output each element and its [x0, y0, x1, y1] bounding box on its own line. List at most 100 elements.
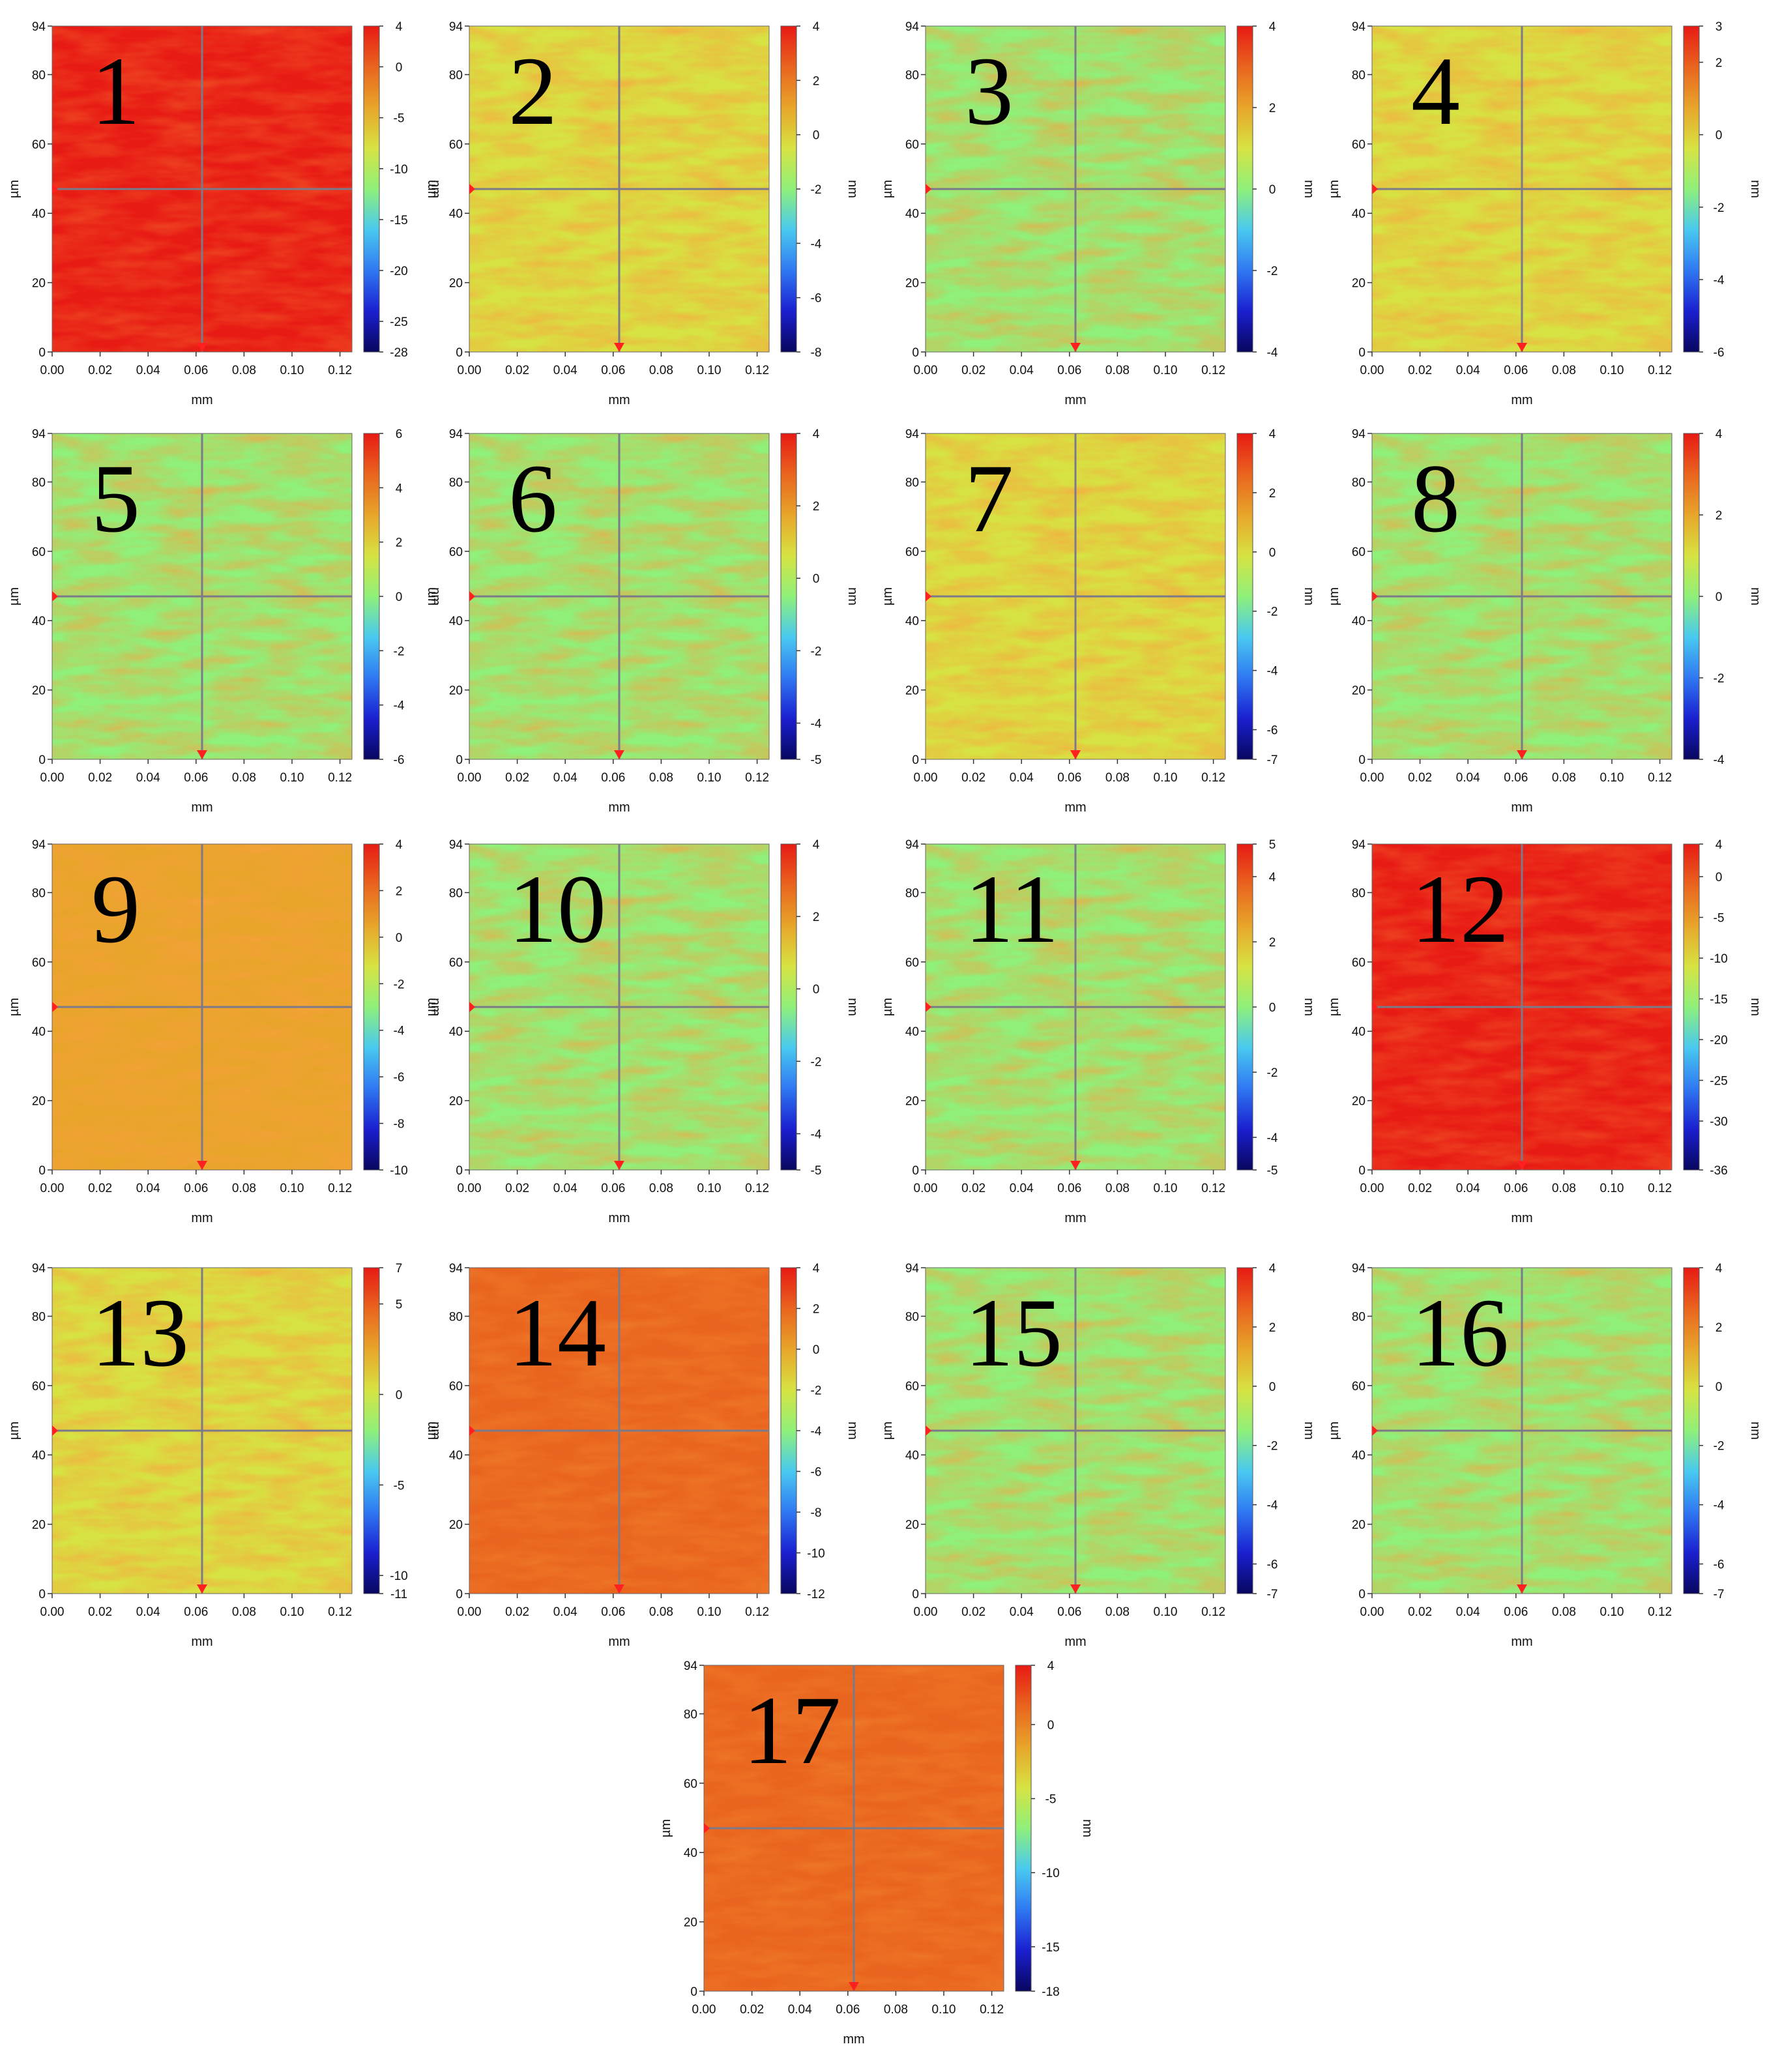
x-tick-label: 0.10 [280, 1182, 304, 1195]
crosshair-x-marker [197, 343, 207, 352]
colorbar-tick-label: -4 [811, 237, 822, 251]
x-tick-label: 0.02 [1408, 1182, 1432, 1195]
colorbar-tick-label: -6 [1714, 1558, 1725, 1572]
y-tick-label: 40 [449, 1025, 463, 1039]
y-tick-label: 60 [32, 546, 46, 559]
colorbar-tick-label: 4 [396, 20, 403, 34]
y-tick-label: 0 [38, 346, 46, 360]
x-tick-label: 0.02 [961, 364, 986, 377]
x-tick-label: 0.04 [1010, 771, 1034, 785]
colorbar-tick-label: -7 [1267, 1588, 1278, 1601]
colorbar [1683, 1267, 1700, 1594]
x-tick-label: 0.00 [40, 771, 65, 785]
colorbar-tick-label: -12 [807, 1588, 825, 1601]
crosshair-x-marker [1070, 343, 1081, 352]
colorbar-tick-label: 4 [813, 428, 820, 441]
x-tick-label: 0.06 [184, 1182, 208, 1195]
y-tick-label: 60 [1352, 138, 1366, 152]
heatmap-panel-8: 80.00 0.02 0.04 0.06 0.08 0.10 0.12mm020406080… [1327, 428, 1762, 815]
colorbar-tick-label: 2 [1269, 936, 1276, 950]
colorbar-tick-label: -4 [1714, 1499, 1725, 1513]
y-tick-label: 40 [905, 615, 919, 628]
x-tick-label: 0.00 [458, 1182, 482, 1195]
colorbar-tick-label: 2 [1716, 509, 1723, 523]
colorbar-tick-label: -10 [1710, 952, 1727, 966]
y-tick-label: 94 [1352, 428, 1366, 441]
x-tick-label: 0.04 [553, 1605, 577, 1619]
crosshair-x-marker [1070, 1584, 1081, 1594]
y-axis-label: µm [659, 1819, 673, 1837]
x-tick-label: 0.12 [1648, 771, 1672, 785]
y-axis-label: µm [881, 180, 895, 198]
x-tick-label: 0.02 [1408, 1605, 1432, 1619]
y-tick-label: 40 [449, 1449, 463, 1463]
x-tick-label: 0.06 [1504, 1182, 1528, 1195]
y-tick-label: 0 [912, 1588, 919, 1601]
crosshair-y-marker [469, 1002, 475, 1012]
x-tick-label: 0.12 [745, 1182, 769, 1195]
heatmap-panel-5: 50.00 0.02 0.04 0.06 0.08 0.10 0.12mm020406080… [7, 428, 443, 815]
y-tick-label: 0 [456, 346, 463, 360]
colorbar [780, 25, 797, 353]
colorbar-tick-label: 2 [1269, 487, 1276, 501]
crosshair-y-marker [52, 184, 58, 194]
crosshair-x-marker [197, 750, 207, 759]
y-tick-label: 94 [1352, 1262, 1366, 1276]
colorbar-tick-label: -8 [811, 1506, 822, 1520]
x-tick-label: 0.12 [745, 771, 769, 785]
x-tick-label: 0.06 [1057, 364, 1081, 377]
y-axis-label: µm [1327, 587, 1341, 606]
colorbar-unit-label: nm [1748, 998, 1762, 1016]
colorbar [363, 1267, 380, 1594]
crosshair-x-marker [614, 343, 624, 352]
colorbar-tick-label: -4 [811, 1128, 822, 1141]
heatmap-panel-14: 140.00 0.02 0.04 0.06 0.08 0.10 0.12mm02040608… [424, 1262, 860, 1649]
y-tick-label: 94 [32, 428, 46, 441]
x-tick-label: 0.02 [88, 1605, 112, 1619]
x-tick-label: 0.04 [136, 1605, 160, 1619]
x-tick-label: 0.10 [697, 1182, 722, 1195]
colorbar-tick-label: -2 [394, 978, 405, 991]
y-tick-label: 0 [38, 753, 46, 767]
x-tick-label: 0.02 [961, 1605, 986, 1619]
crosshair-y-marker [469, 184, 475, 194]
x-axis-label: mm [1511, 1635, 1532, 1649]
y-axis-label: µm [7, 998, 22, 1016]
panel-number: 12 [1411, 855, 1509, 963]
y-tick-label: 80 [32, 886, 46, 900]
colorbar-tick-label: -2 [1714, 1440, 1725, 1453]
panel-number: 9 [91, 855, 140, 963]
y-tick-label: 80 [1352, 68, 1366, 82]
colorbar-tick-label: 4 [813, 20, 820, 34]
y-axis-label: µm [424, 180, 439, 198]
panel-number: 3 [965, 37, 1014, 145]
colorbar-tick-label: -2 [1267, 1066, 1278, 1080]
colorbar-tick-label: -10 [390, 163, 407, 177]
y-tick-label: 60 [684, 1777, 697, 1791]
panel-number: 13 [91, 1279, 189, 1387]
x-tick-label: 0.00 [1360, 771, 1384, 785]
x-tick-label: 0.12 [745, 1605, 769, 1619]
x-tick-label: 0.06 [601, 364, 625, 377]
colorbar-tick-label: 2 [1269, 1321, 1276, 1335]
y-tick-label: 94 [684, 1659, 698, 1673]
colorbar-tick-label: -36 [1710, 1164, 1727, 1178]
heatmap-panel-12: 120.00 0.02 0.04 0.06 0.08 0.10 0.12mm02040608… [1327, 838, 1762, 1225]
x-tick-label: 0.10 [1600, 364, 1624, 377]
colorbar [363, 25, 380, 353]
x-tick-label: 0.06 [601, 771, 625, 785]
x-axis-label: mm [191, 393, 212, 407]
colorbar-tick-label: 7 [396, 1262, 403, 1276]
colorbar-unit-label: nm [1748, 587, 1762, 606]
y-tick-label: 40 [905, 207, 919, 221]
panel-number: 10 [508, 855, 606, 963]
colorbar-tick-label: -2 [1714, 672, 1725, 686]
colorbar-tick-label: 0 [396, 61, 403, 75]
crosshair-y-marker [469, 1425, 475, 1436]
y-tick-label: 20 [905, 1519, 919, 1532]
x-tick-label: 0.12 [1201, 771, 1225, 785]
y-tick-label: 0 [1358, 1164, 1366, 1178]
y-tick-label: 60 [1352, 1380, 1366, 1393]
x-tick-label: 0.06 [601, 1182, 625, 1195]
y-tick-label: 40 [1352, 1025, 1366, 1039]
